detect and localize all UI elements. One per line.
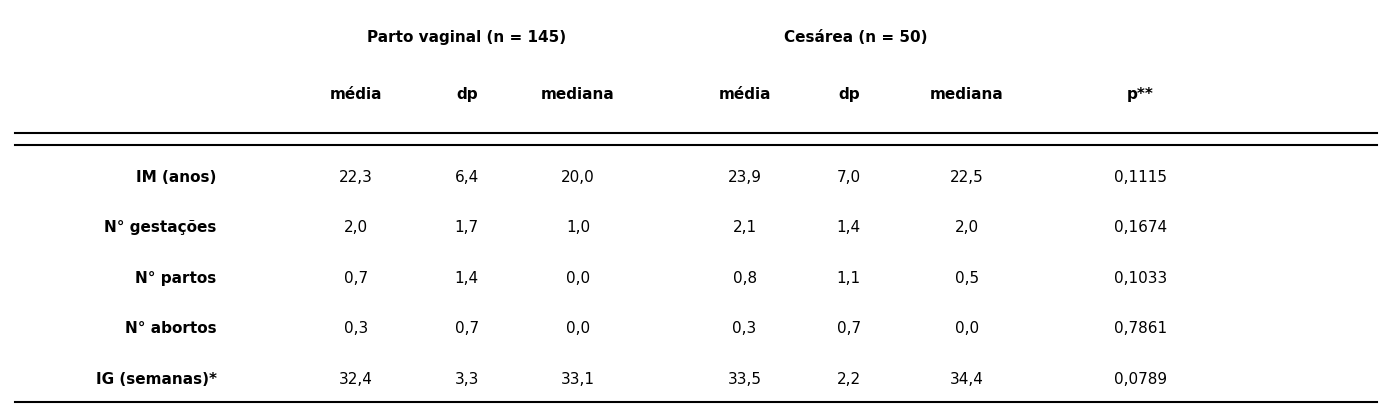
Text: 0,7: 0,7 <box>344 271 367 286</box>
Text: 6,4: 6,4 <box>455 170 479 185</box>
Text: 2,0: 2,0 <box>344 220 367 235</box>
Text: mediana: mediana <box>541 87 615 102</box>
Text: 0,3: 0,3 <box>732 321 757 336</box>
Text: 2,0: 2,0 <box>955 220 979 235</box>
Text: média: média <box>330 87 381 102</box>
Text: 0,1115: 0,1115 <box>1114 170 1166 185</box>
Text: Cesárea (n = 50): Cesárea (n = 50) <box>784 30 927 45</box>
Text: 0,0: 0,0 <box>955 321 979 336</box>
Text: 0,7: 0,7 <box>455 321 479 336</box>
Text: 22,3: 22,3 <box>338 170 373 185</box>
Text: 1,1: 1,1 <box>837 271 860 286</box>
Text: 0,8: 0,8 <box>732 271 757 286</box>
Text: 1,4: 1,4 <box>837 220 860 235</box>
Text: 33,5: 33,5 <box>728 372 761 387</box>
Text: 0,1674: 0,1674 <box>1114 220 1166 235</box>
Text: 32,4: 32,4 <box>338 372 373 387</box>
Text: 0,7861: 0,7861 <box>1114 321 1166 336</box>
Text: 33,1: 33,1 <box>561 372 594 387</box>
Text: 0,0789: 0,0789 <box>1114 372 1166 387</box>
Text: Parto vaginal (n = 145): Parto vaginal (n = 145) <box>367 30 567 45</box>
Text: 0,1033: 0,1033 <box>1114 271 1166 286</box>
Text: dp: dp <box>457 87 477 102</box>
Text: 1,0: 1,0 <box>567 220 590 235</box>
Text: 0,7: 0,7 <box>837 321 860 336</box>
Text: 20,0: 20,0 <box>561 170 594 185</box>
Text: p**: p** <box>1128 87 1154 102</box>
Text: 1,7: 1,7 <box>455 220 479 235</box>
Text: média: média <box>718 87 771 102</box>
Text: N° gestações: N° gestações <box>104 220 217 235</box>
Text: mediana: mediana <box>930 87 1004 102</box>
Text: 23,9: 23,9 <box>728 170 761 185</box>
Text: 3,3: 3,3 <box>455 372 479 387</box>
Text: 22,5: 22,5 <box>949 170 984 185</box>
Text: 0,0: 0,0 <box>567 271 590 286</box>
Text: 1,4: 1,4 <box>455 271 479 286</box>
Text: 2,2: 2,2 <box>837 372 860 387</box>
Text: 2,1: 2,1 <box>732 220 757 235</box>
Text: IM (anos): IM (anos) <box>136 170 217 185</box>
Text: 34,4: 34,4 <box>949 372 984 387</box>
Text: 0,0: 0,0 <box>567 321 590 336</box>
Text: 7,0: 7,0 <box>837 170 860 185</box>
Text: IG (semanas)*: IG (semanas)* <box>96 372 217 387</box>
Text: 0,5: 0,5 <box>955 271 979 286</box>
Text: dp: dp <box>838 87 860 102</box>
Text: 0,3: 0,3 <box>344 321 367 336</box>
Text: N° abortos: N° abortos <box>125 321 217 336</box>
Text: N° partos: N° partos <box>135 271 217 286</box>
